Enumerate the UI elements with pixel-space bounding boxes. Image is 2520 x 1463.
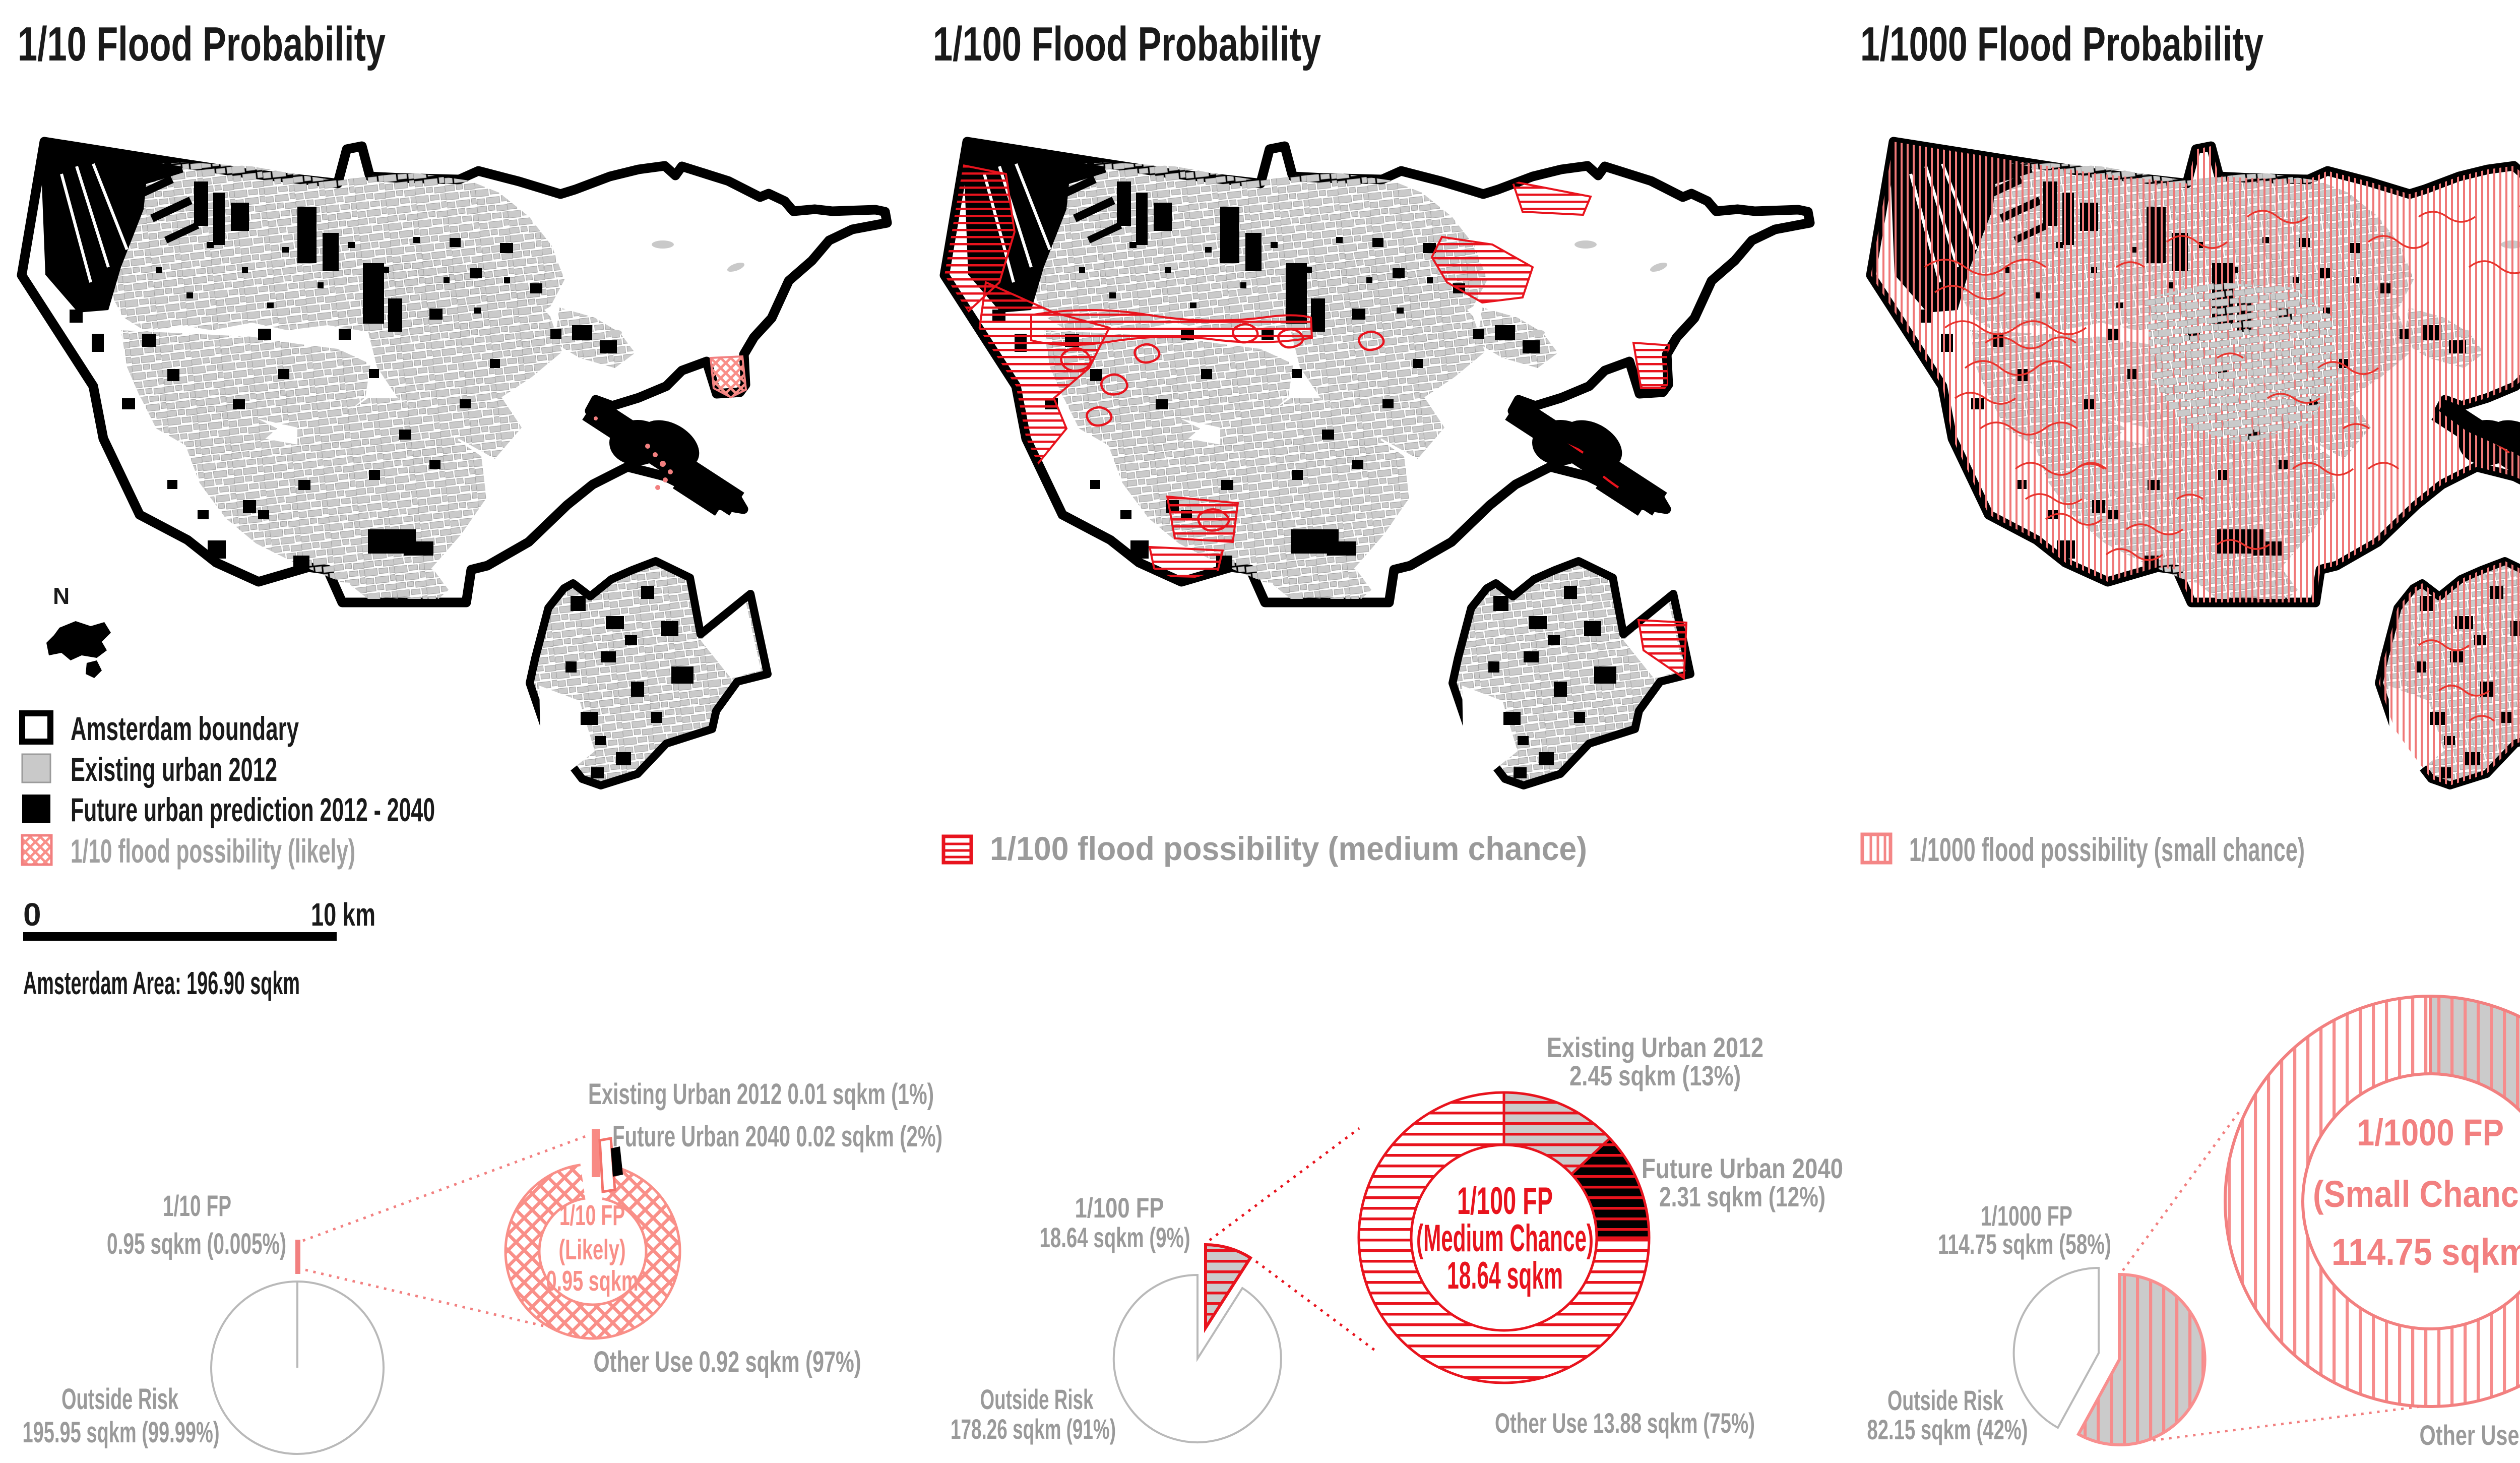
- svg-text:Existing Urban 2012: Existing Urban 2012: [1547, 1031, 1763, 1063]
- svg-text:1/10 FP: 1/10 FP: [163, 1190, 231, 1223]
- svg-text:1/1000 Flood Probability: 1/1000 Flood Probability: [1860, 17, 2263, 71]
- svg-text:Amsterdam Area: 196.90 sqkm: Amsterdam Area: 196.90 sqkm: [23, 965, 300, 1001]
- svg-text:(Medium Chance): (Medium Chance): [1416, 1217, 1594, 1260]
- svg-text:(Small Chance): (Small Chance): [2313, 1173, 2520, 1215]
- svg-text:10 km: 10 km: [311, 896, 375, 933]
- svg-text:N: N: [53, 583, 70, 609]
- svg-text:1/10 Flood Probability: 1/10 Flood Probability: [18, 17, 386, 71]
- svg-text:1/1000 FP: 1/1000 FP: [1981, 1200, 2072, 1232]
- svg-text:Amsterdam boundary: Amsterdam boundary: [71, 710, 299, 747]
- svg-text:Future Urban 2040 0.02 sqkm (2: Future Urban 2040 0.02 sqkm (2%): [612, 1120, 942, 1153]
- svg-text:Existing Urban 2012 0.01 sqkm: Existing Urban 2012 0.01 sqkm (1%): [588, 1078, 934, 1111]
- svg-text:Future urban prediction 2012 -: Future urban prediction 2012 - 2040: [71, 791, 435, 828]
- svg-text:0: 0: [23, 896, 41, 933]
- svg-text:Other Use 0.92 sqkm (97%): Other Use 0.92 sqkm (97%): [594, 1346, 861, 1378]
- svg-text:0.95 sqkm (0.005%): 0.95 sqkm (0.005%): [107, 1228, 286, 1260]
- svg-text:Outside Risk: Outside Risk: [980, 1383, 1094, 1415]
- svg-text:114.75 sqkm: 114.75 sqkm: [2332, 1231, 2520, 1273]
- svg-text:(Likely): (Likely): [559, 1234, 626, 1266]
- svg-text:18.64 sqkm (9%): 18.64 sqkm (9%): [1040, 1222, 1190, 1253]
- svg-text:0.95 sqkm: 0.95 sqkm: [546, 1265, 639, 1297]
- svg-text:1/10 flood possibility (likely: 1/10 flood possibility (likely): [71, 832, 355, 870]
- svg-text:1/1000 FP: 1/1000 FP: [2357, 1112, 2504, 1153]
- svg-text:1/100 FP: 1/100 FP: [1457, 1180, 1553, 1223]
- svg-text:114.75 sqkm (58%): 114.75 sqkm (58%): [1938, 1228, 2111, 1260]
- svg-text:178.26 sqkm (91%): 178.26 sqkm (91%): [951, 1413, 1116, 1445]
- svg-text:195.95 sqkm (99.99%): 195.95 sqkm (99.99%): [23, 1416, 220, 1449]
- svg-text:1/100 Flood Probability: 1/100 Flood Probability: [933, 17, 1321, 71]
- svg-text:2.45 sqkm (13%): 2.45 sqkm (13%): [1569, 1060, 1741, 1091]
- svg-text:Outside Risk: Outside Risk: [61, 1383, 178, 1416]
- svg-text:82.15 sqkm (42%): 82.15 sqkm (42%): [1867, 1414, 2028, 1445]
- svg-text:2.31 sqkm (12%): 2.31 sqkm (12%): [1659, 1181, 1825, 1212]
- svg-text:18.64 sqkm: 18.64 sqkm: [1447, 1254, 1563, 1297]
- svg-text:Future Urban 2040: Future Urban 2040: [1642, 1152, 1843, 1184]
- svg-text:Outside Risk: Outside Risk: [1887, 1384, 2004, 1416]
- svg-text:1/10 FP: 1/10 FP: [559, 1199, 625, 1232]
- svg-text:Other Use 13.88 sqkm (75%): Other Use 13.88 sqkm (75%): [1495, 1407, 1755, 1439]
- svg-text:Other Use 72.94 sqkm (64%): Other Use 72.94 sqkm (64%): [2420, 1419, 2520, 1451]
- svg-text:1/1000 flood possibility (smal: 1/1000 flood possibility (small chance): [1909, 831, 2305, 868]
- svg-text:1/100 flood possibility (mediu: 1/100 flood possibility (medium chance): [990, 830, 1587, 867]
- svg-text:1/100 FP: 1/100 FP: [1075, 1192, 1164, 1224]
- svg-text:Existing urban 2012: Existing urban 2012: [71, 751, 277, 788]
